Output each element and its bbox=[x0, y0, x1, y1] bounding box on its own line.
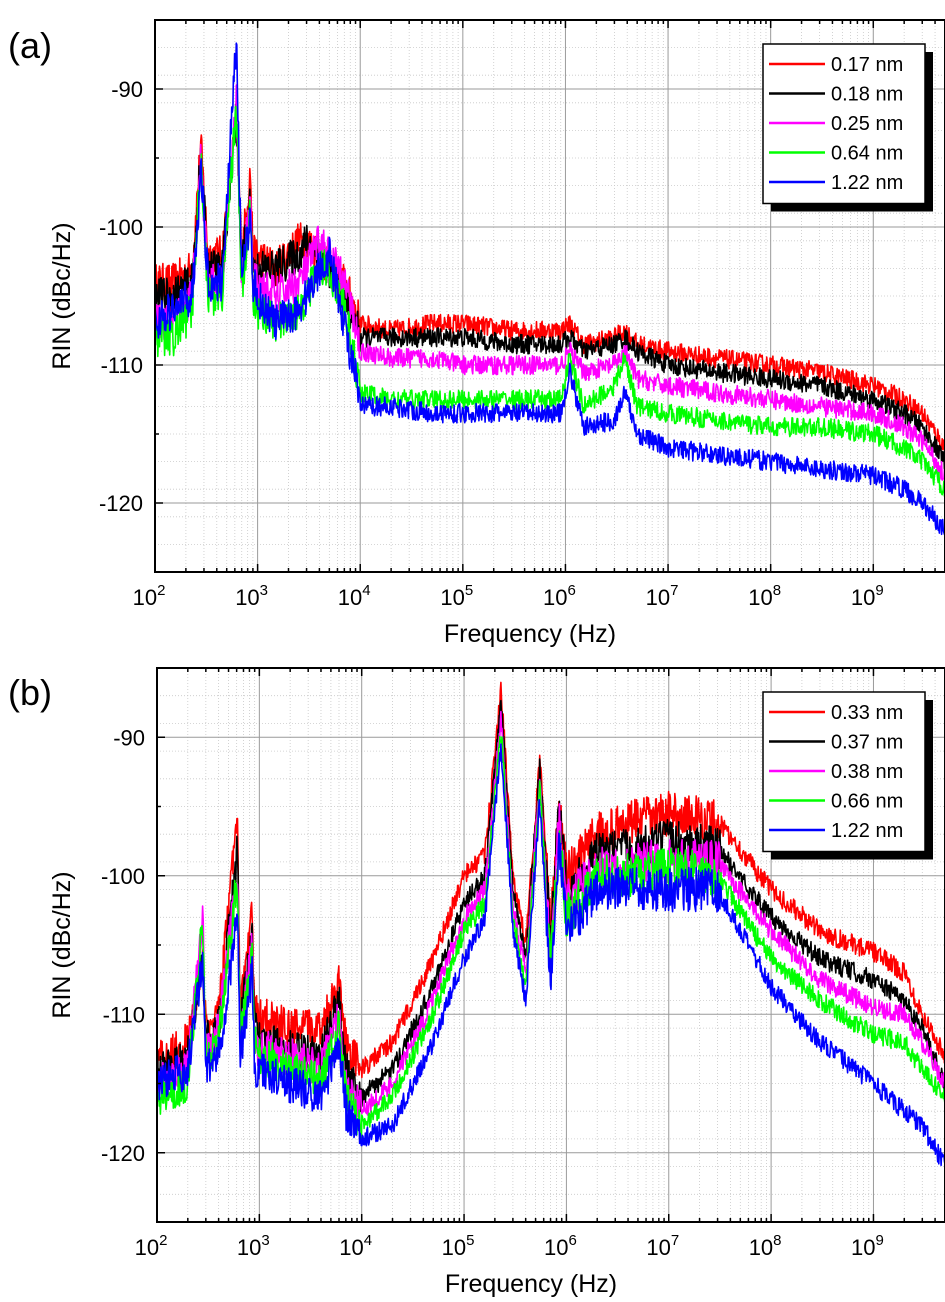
x-tick-label-base: 10 bbox=[442, 1235, 466, 1260]
y-tick-label: -120 bbox=[99, 491, 143, 516]
legend-entry-label: 0.33 nm bbox=[831, 702, 903, 724]
legend: 0.33 nm 0.37 nm 0.38 nm 0.66 nm 1.22 nm bbox=[762, 691, 933, 860]
x-tick-label: 104 bbox=[338, 582, 371, 610]
legend-entry-label: 0.64 nm bbox=[831, 143, 903, 165]
x-tick-label-exponent: 2 bbox=[157, 582, 165, 599]
x-tick-label-exponent: 6 bbox=[568, 582, 576, 599]
series-line-018 bbox=[155, 103, 945, 470]
y-tick-label: -100 bbox=[101, 864, 145, 889]
x-tick-label: 104 bbox=[339, 1232, 372, 1260]
x-tick-label-exponent: 7 bbox=[671, 1232, 679, 1249]
x-tick-label-base: 10 bbox=[338, 585, 362, 610]
panel-label: (a) bbox=[8, 25, 52, 66]
x-tick-label-exponent: 9 bbox=[876, 1232, 884, 1249]
x-tick-label-exponent: 8 bbox=[773, 582, 781, 599]
y-axis-title: RIN (dBc/Hz) bbox=[48, 871, 76, 1018]
x-tick-label-base: 10 bbox=[851, 1235, 875, 1260]
tick-marks bbox=[154, 19, 945, 573]
x-tick-label-exponent: 8 bbox=[773, 1232, 781, 1249]
x-axis-title: Frequency (Hz) bbox=[445, 1270, 617, 1298]
series-line-025 bbox=[155, 84, 945, 485]
x-tick-label-base: 10 bbox=[748, 585, 772, 610]
x-tick-label: 105 bbox=[442, 1232, 475, 1260]
x-tick-label-exponent: 9 bbox=[875, 582, 883, 599]
x-tick-label-exponent: 2 bbox=[159, 1232, 167, 1249]
y-tick-label: -120 bbox=[101, 1141, 145, 1166]
y-axis-title: RIN (dBc/Hz) bbox=[48, 222, 76, 369]
legend-entry-label: 1.22 nm bbox=[831, 820, 903, 842]
x-tick-label-exponent: 3 bbox=[261, 1232, 269, 1249]
x-tick-label-base: 10 bbox=[544, 1235, 568, 1260]
x-tick-label-exponent: 3 bbox=[260, 582, 268, 599]
panel-label: (b) bbox=[8, 672, 52, 713]
x-tick-label-base: 10 bbox=[235, 585, 259, 610]
x-tick-label: 106 bbox=[543, 582, 576, 610]
x-tick-label: 105 bbox=[440, 582, 473, 610]
x-tick-label-base: 10 bbox=[543, 585, 567, 610]
y-tick-label: -110 bbox=[101, 353, 143, 378]
legend-entry-label: 1.22 nm bbox=[831, 172, 903, 194]
x-tick-label: 109 bbox=[851, 582, 884, 610]
chart-panel-a: 102 103 104 105 106 107 108 109-90-100-110-120F… bbox=[8, 19, 945, 648]
x-tick-label-base: 10 bbox=[749, 1235, 773, 1260]
series-line-122 bbox=[155, 42, 945, 536]
x-tick-label-base: 10 bbox=[851, 585, 875, 610]
series-lines bbox=[155, 42, 945, 536]
x-tick-label: 109 bbox=[851, 1232, 884, 1260]
legend: 0.17 nm 0.18 nm 0.25 nm 0.64 nm 1.22 nm bbox=[762, 43, 933, 212]
x-tick-label: 103 bbox=[235, 582, 268, 610]
x-tick-label-base: 10 bbox=[135, 1235, 159, 1260]
x-tick-label-exponent: 4 bbox=[364, 1232, 372, 1249]
y-tick-label: -110 bbox=[103, 1002, 145, 1027]
x-tick-label-base: 10 bbox=[440, 585, 464, 610]
x-tick-label-exponent: 5 bbox=[466, 1232, 474, 1249]
x-tick-label: 102 bbox=[133, 582, 166, 610]
x-tick-label-exponent: 6 bbox=[568, 1232, 576, 1249]
x-tick-label: 108 bbox=[749, 1232, 782, 1260]
legend-entry-label: 0.25 nm bbox=[831, 113, 903, 135]
x-tick-label-base: 10 bbox=[339, 1235, 363, 1260]
legend-entry-label: 0.17 nm bbox=[831, 54, 903, 76]
x-tick-label-base: 10 bbox=[237, 1235, 261, 1260]
series-line-122 bbox=[157, 743, 945, 1167]
legend-entry-label: 0.37 nm bbox=[831, 732, 903, 754]
series-lines bbox=[157, 681, 945, 1167]
x-tick-label: 108 bbox=[748, 582, 781, 610]
x-tick-label: 103 bbox=[237, 1232, 270, 1260]
x-tick-label: 106 bbox=[544, 1232, 577, 1260]
series-line-017 bbox=[155, 100, 945, 452]
legend-entry-label: 0.18 nm bbox=[831, 84, 903, 106]
x-tick-label: 107 bbox=[646, 1232, 679, 1260]
x-tick-label-exponent: 7 bbox=[670, 582, 678, 599]
x-tick-label: 102 bbox=[135, 1232, 168, 1260]
x-tick-label-exponent: 4 bbox=[362, 582, 370, 599]
chart-panel-b: 102 103 104 105 106 107 108 109-90-100-110-120F… bbox=[8, 667, 945, 1298]
x-tick-label-exponent: 5 bbox=[465, 582, 473, 599]
minor-grid bbox=[155, 19, 945, 573]
x-axis-title: Frequency (Hz) bbox=[444, 620, 616, 648]
y-tick-label: -100 bbox=[99, 215, 143, 240]
y-tick-label: -90 bbox=[113, 725, 145, 750]
legend-entry-label: 0.66 nm bbox=[831, 791, 903, 813]
tick-marks bbox=[156, 667, 945, 1223]
y-tick-label: -90 bbox=[111, 77, 143, 102]
x-tick-label-base: 10 bbox=[133, 585, 157, 610]
x-tick-label-base: 10 bbox=[646, 585, 670, 610]
legend-entry-label: 0.38 nm bbox=[831, 761, 903, 783]
x-tick-label: 107 bbox=[646, 582, 679, 610]
x-tick-label-base: 10 bbox=[646, 1235, 670, 1260]
